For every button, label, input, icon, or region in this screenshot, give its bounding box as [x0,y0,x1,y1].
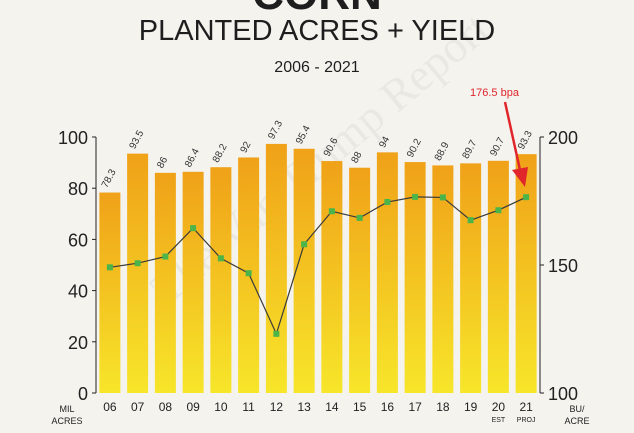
x-tick-label-19: 19 [464,400,478,414]
yield-marker-18 [439,194,446,201]
x-tick-label-17: 17 [408,400,422,414]
x-tick-label-16: 16 [381,400,395,414]
yield-callout-arrowhead [512,167,528,187]
yield-marker-12 [273,330,280,337]
bar-value-label-20: 90.7 [488,135,507,158]
chart-title: PLANTED ACRES + YIELD [139,15,495,47]
bar-21 [515,154,537,393]
x-tick-sublabel-21: PROJ [517,417,536,424]
x-tick-label-18: 18 [436,400,450,414]
x-tick-label-11: 11 [242,400,255,414]
bar-value-label-06: 78.3 [100,167,119,190]
bar-14 [321,161,343,393]
bar-value-label-09: 86.4 [183,146,202,169]
bar-06 [99,192,121,393]
bar-08 [154,172,176,393]
bar-15 [349,167,371,393]
yield-marker-17 [412,193,419,200]
bar-value-label-11: 92 [239,140,254,155]
bar-07 [127,153,149,393]
yield-marker-11 [245,270,252,277]
bar-18 [432,165,454,393]
yield-marker-15 [356,214,363,221]
bar-09 [182,171,204,393]
right-tick-label-200: 200 [548,128,578,148]
left-tick-label-0: 0 [78,384,88,404]
yield-marker-08 [162,253,169,260]
x-tick-label-08: 08 [159,400,173,414]
yield-marker-07 [134,260,141,267]
bar-20 [487,160,509,393]
left-tick-label-100: 100 [58,128,88,148]
bar-12 [265,143,287,393]
yield-marker-06 [106,264,113,271]
right-tick-label-100: 100 [548,384,578,404]
left-tick-label-40: 40 [68,282,88,302]
bars-layer [99,143,537,393]
x-tick-label-06: 06 [103,400,117,414]
bar-value-label-18: 88.9 [433,140,452,163]
x-tick-label-14: 14 [325,400,339,414]
yield-line-layer [106,193,530,337]
yield-marker-21 [523,194,530,201]
yield-marker-13 [301,241,308,248]
left-tick-label-20: 20 [68,333,88,353]
yield-marker-09 [190,225,197,232]
yield-callout-label: 176.5 bpa [470,87,520,99]
bar-value-label-16: 94 [377,134,392,149]
bar-value-label-07: 93.5 [128,128,147,151]
yield-line [109,196,527,336]
right-axis-label-line2: ACRE [564,416,589,426]
x-tick-label-20: 20 [492,400,506,414]
left-axis-label-line1: MIL [59,404,74,414]
bar-value-label-12: 97.3 [266,119,285,142]
x-tick-label-07: 07 [131,400,145,414]
x-tick-label-09: 09 [186,400,200,414]
chart-subtitle: 2006 - 2021 [274,59,360,76]
left-axis-label-line2: ACRES [51,416,82,426]
bar-16 [376,152,398,393]
bar-value-label-19: 89.7 [461,138,480,161]
right-tick-label-150: 150 [548,256,578,276]
left-tick-label-60: 60 [68,230,88,250]
bar-19 [460,163,482,393]
bar-value-label-21: 93.3 [516,129,535,152]
x-tick-label-13: 13 [297,400,311,414]
yield-marker-14 [328,208,335,215]
chart-title-partial: CORN [252,0,382,19]
x-tick-label-10: 10 [214,400,228,414]
yield-callout-arrow-shaft [503,101,522,171]
bar-value-label-10: 88.2 [211,142,230,165]
bar-value-label-15: 88 [350,150,365,165]
yield-marker-20 [495,207,502,214]
bar-17 [404,162,426,393]
bar-value-label-17: 90.2 [405,137,424,160]
bar-value-label-08: 86 [155,155,170,170]
axes-layer: 0 20 40 60 80 100 100 150 200 06 07 08 09 10 11 12 13 14 1… [58,128,578,424]
bar-13 [293,148,315,393]
left-tick-label-80: 80 [68,179,88,199]
x-tick-label-15: 15 [353,400,367,414]
bar-10 [210,167,232,393]
x-tick-sublabel-20: EST [492,417,506,424]
x-tick-label-21: 21 [519,400,533,414]
yield-marker-10 [217,255,224,262]
right-axis-label-line1: BU/ [569,404,585,414]
yield-marker-19 [467,217,474,224]
x-tick-label-12: 12 [270,400,284,414]
yield-marker-16 [384,199,391,206]
